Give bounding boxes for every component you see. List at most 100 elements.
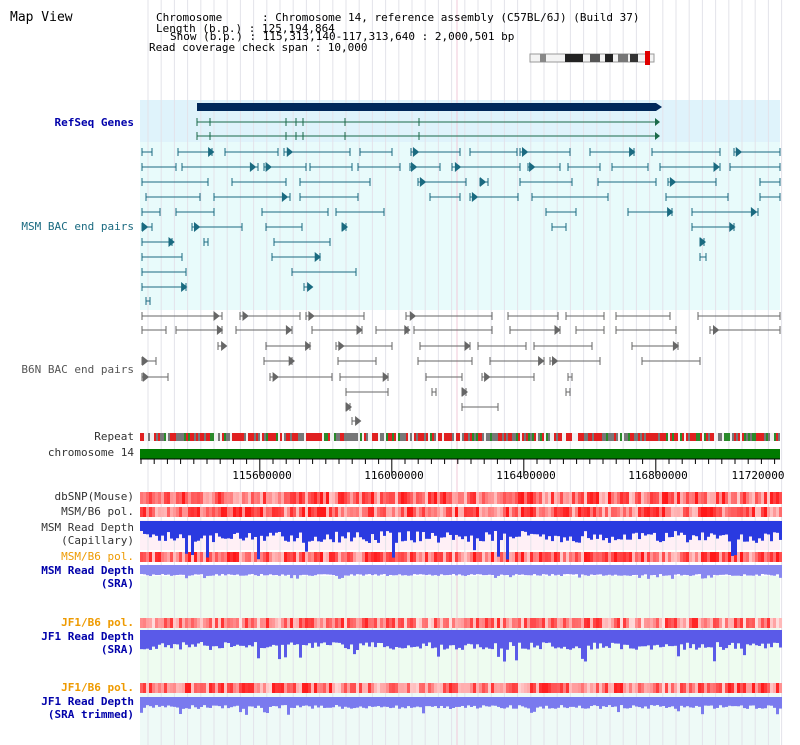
- msm-b6-pol-cell: [575, 507, 578, 517]
- jf1-b6-pol-cell: [320, 683, 323, 693]
- msm-capillary-depth-bar: [407, 521, 410, 532]
- repeat-element: [552, 433, 554, 441]
- dbsnp-cell: [638, 492, 641, 504]
- jf1-sra-depth-bar: [434, 630, 437, 648]
- msm-capillary-depth-bar: [230, 521, 233, 539]
- msm-b6-pol-cell: [194, 552, 197, 562]
- dbsnp-cell: [278, 492, 281, 504]
- jf1-b6-pol-cell: [563, 683, 566, 693]
- jf1-trim-depth-bar: [404, 697, 407, 709]
- msm-b6-pol-cell: [158, 507, 161, 517]
- msm-sra-depth-bar: [179, 565, 182, 575]
- jf1-sra-depth-bar: [605, 630, 608, 647]
- repeat-element: [178, 433, 180, 441]
- track-label-dbsnp[interactable]: dbSNP(Mouse): [54, 490, 134, 503]
- jf1-trim-depth-bar: [632, 697, 635, 706]
- track-label-refseq[interactable]: RefSeq Genes: [54, 116, 134, 129]
- jf1-b6-pol-cell: [383, 618, 386, 628]
- jf1-trim-depth-bar: [260, 697, 263, 708]
- repeat-element: [232, 433, 234, 441]
- ideogram-position-marker: [645, 51, 650, 65]
- jf1-b6-pol-cell: [179, 618, 182, 628]
- track-label-msm-bac[interactable]: MSM BAC end pairs: [21, 220, 134, 233]
- dbsnp-cell: [698, 492, 701, 504]
- msm-sra-depth-bar: [386, 565, 389, 576]
- msm-sra-depth-bar: [779, 565, 782, 578]
- track-label-msm-depth-capillary[interactable]: MSM Read Depth: [41, 521, 134, 534]
- jf1-trim-depth-bar: [167, 697, 170, 706]
- jf1-trim-depth-bar: [296, 697, 299, 706]
- repeat-element: [290, 433, 292, 441]
- msm-capillary-depth-bar: [437, 521, 440, 543]
- repeat-element: [162, 433, 164, 441]
- jf1-sra-depth-bar: [371, 630, 374, 643]
- dbsnp-cell: [482, 492, 485, 504]
- repeat-element: [574, 433, 576, 441]
- jf1-b6-pol-cell: [665, 683, 668, 693]
- jf1-b6-pol-cell: [596, 618, 599, 628]
- msm-b6-pol-cell: [692, 507, 695, 517]
- msm-b6-pol-cell: [413, 552, 416, 562]
- msm-sra-depth-bar: [527, 565, 530, 576]
- msm-b6-pol-cell: [311, 507, 314, 517]
- jf1-sra-depth-bar: [188, 630, 191, 648]
- repeat-element: [140, 433, 142, 441]
- jf1-b6-pol-cell: [560, 683, 563, 693]
- repeat-element: [656, 433, 658, 441]
- msm-b6-pol-cell: [716, 507, 719, 517]
- dbsnp-cell: [728, 492, 731, 504]
- msm-sra-depth-bar: [203, 565, 206, 579]
- dbsnp-cell: [416, 492, 419, 504]
- msm-b6-pol-cell: [404, 552, 407, 562]
- repeat-element: [306, 433, 308, 441]
- jf1-sra-depth-bar: [149, 630, 152, 650]
- jf1-b6-pol-cell: [143, 683, 146, 693]
- track-label-jf1-depth-sra[interactable]: JF1 Read Depth: [41, 630, 134, 643]
- jf1-b6-pol-cell: [710, 618, 713, 628]
- dbsnp-cell: [584, 492, 587, 504]
- jf1-trim-depth-bar: [377, 697, 380, 707]
- jf1-b6-pol-cell: [530, 618, 533, 628]
- track-label-jf1-b6-pol-2[interactable]: JF1/B6 pol.: [61, 681, 134, 694]
- track-label-msm-depth-sra[interactable]: MSM Read Depth: [41, 564, 134, 577]
- msm-sra-depth-bar: [335, 565, 338, 576]
- jf1-trim-depth-bar: [563, 697, 566, 708]
- repeat-element: [650, 433, 652, 441]
- track-label-msm-b6-pol-1[interactable]: MSM/B6 pol.: [61, 505, 134, 518]
- track-label-jf1-b6-pol-1[interactable]: JF1/B6 pol.: [61, 616, 134, 629]
- track-label-msm-b6-pol-2[interactable]: MSM/B6 pol.: [61, 550, 134, 563]
- track-label-b6n-bac[interactable]: B6N BAC end pairs: [21, 363, 134, 376]
- jf1-b6-pol-cell: [254, 683, 257, 693]
- jf1-b6-pol-cell: [296, 683, 299, 693]
- jf1-trim-depth-bar: [368, 697, 371, 707]
- repeat-element: [762, 433, 764, 441]
- track-label-chromosome[interactable]: chromosome 14: [47, 446, 134, 459]
- dbsnp-cell: [773, 492, 776, 504]
- msm-b6-pol-cell: [263, 507, 266, 517]
- jf1-trim-depth-bar: [266, 697, 269, 714]
- track-label-jf1-depth-trim[interactable]: JF1 Read Depth: [41, 695, 134, 708]
- jf1-sra-depth-bar: [410, 630, 413, 648]
- jf1-b6-pol-cell: [335, 618, 338, 628]
- repeat-element: [268, 433, 270, 441]
- msm-b6-pol-cell: [593, 552, 596, 562]
- dbsnp-cell: [527, 492, 530, 504]
- jf1-b6-pol-cell: [293, 618, 296, 628]
- msm-b6-pol-cell: [698, 552, 701, 562]
- msm-sra-depth-bar: [425, 565, 428, 576]
- track-label-repeat[interactable]: Repeat: [94, 430, 134, 443]
- jf1-trim-depth-bar: [764, 697, 767, 709]
- jf1-b6-pol-cell: [521, 618, 524, 628]
- repeat-element: [346, 433, 348, 441]
- jf1-b6-pol-cell: [647, 618, 650, 628]
- msm-b6-pol-cell: [713, 507, 716, 517]
- jf1-sra-depth-bar: [281, 630, 284, 645]
- jf1-b6-pol-cell: [587, 618, 590, 628]
- dbsnp-cell: [521, 492, 524, 504]
- msm-capillary-depth-bar: [761, 521, 764, 541]
- jf1-b6-pol-cell: [440, 618, 443, 628]
- repeat-element: [614, 433, 616, 441]
- jf1-b6-pol-cell: [161, 618, 164, 628]
- dbsnp-cell: [695, 492, 698, 504]
- jf1-b6-pol-cell: [446, 618, 449, 628]
